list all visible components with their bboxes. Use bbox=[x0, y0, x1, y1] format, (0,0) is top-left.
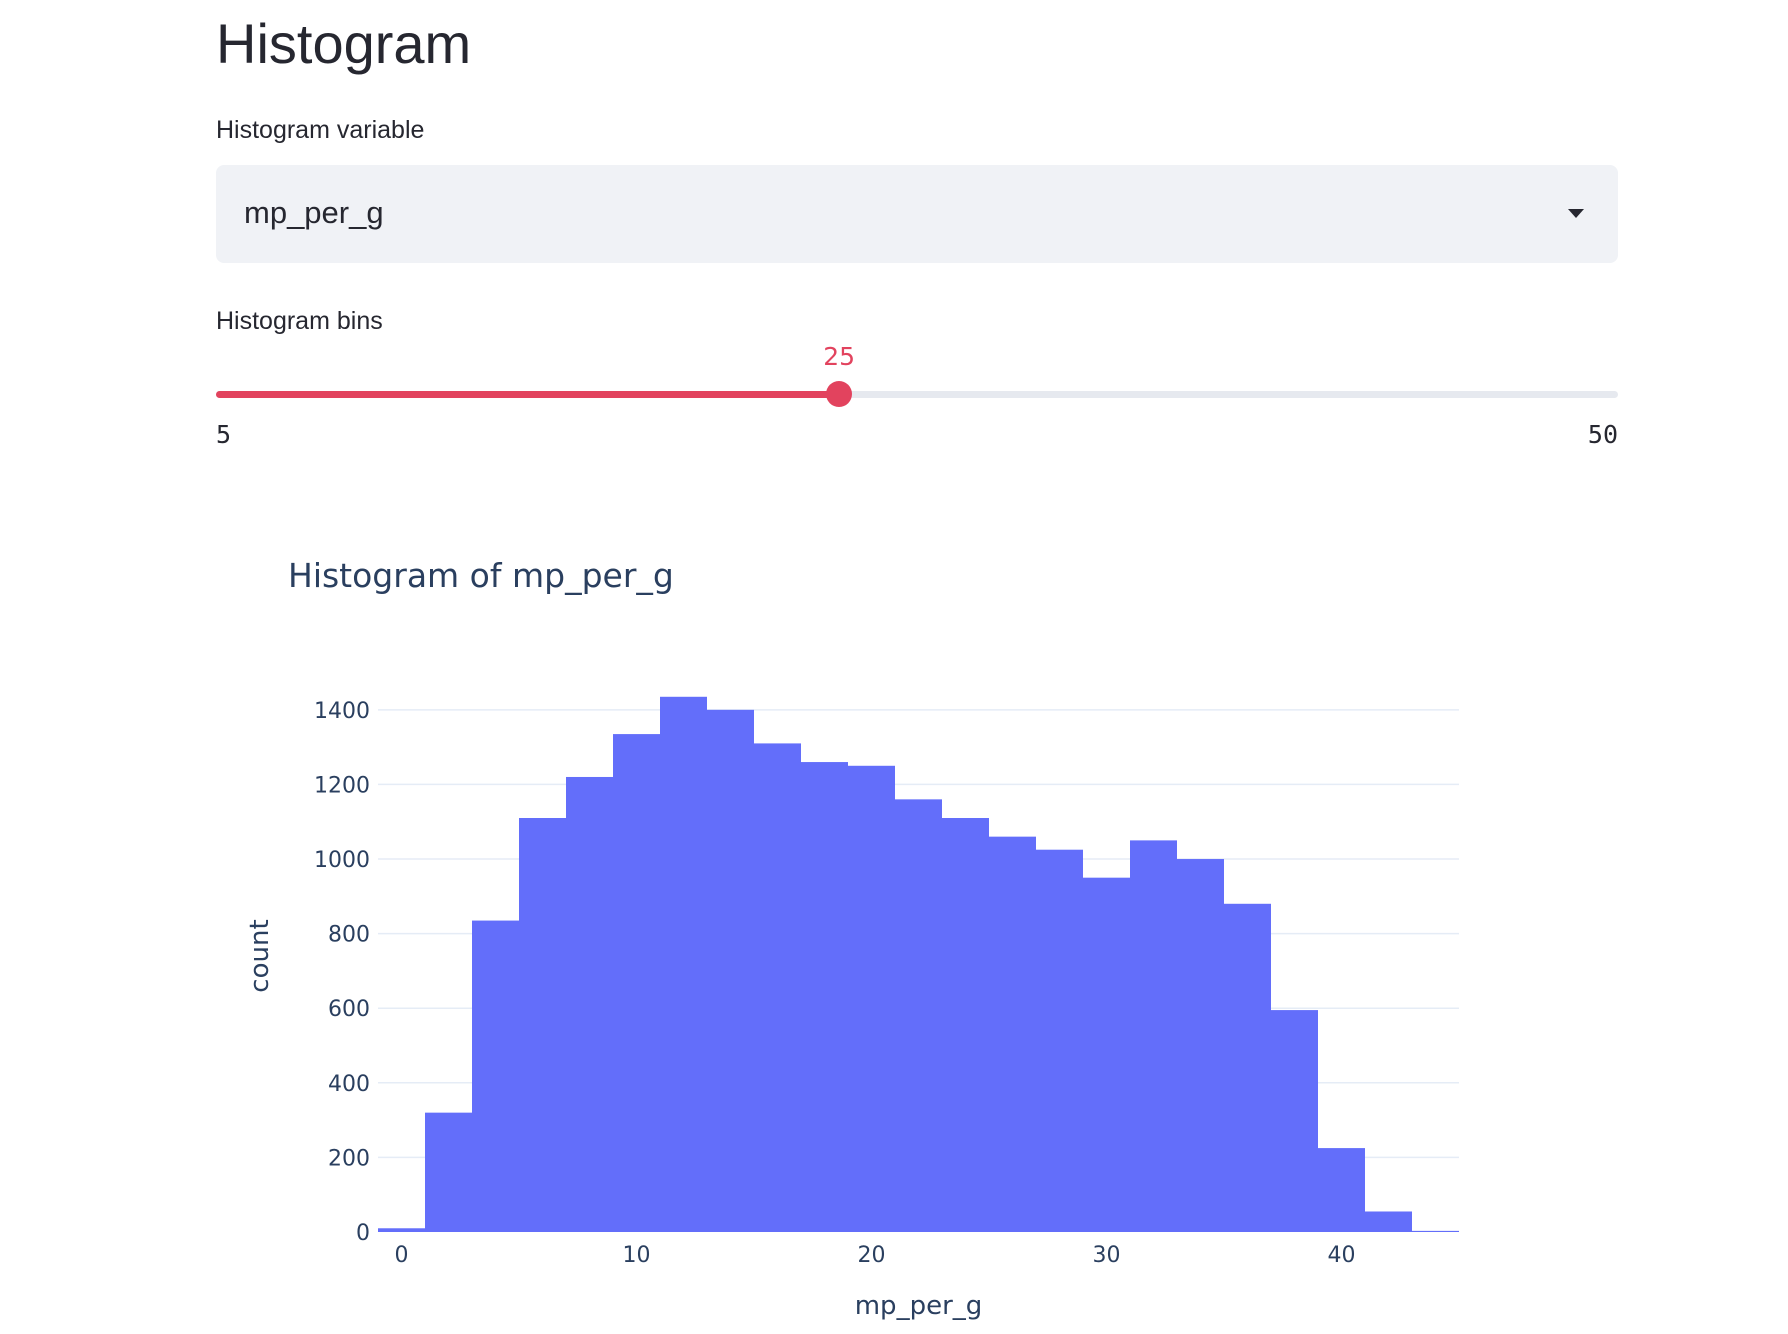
y-tick-label: 1400 bbox=[314, 699, 370, 724]
bins-slider-label: Histogram bins bbox=[216, 307, 383, 335]
histogram-bar bbox=[942, 818, 989, 1232]
histogram-bar bbox=[378, 1228, 425, 1232]
bins-slider-min: 5 bbox=[216, 420, 232, 449]
histogram-bar bbox=[1177, 859, 1224, 1232]
y-tick-label: 600 bbox=[328, 997, 370, 1022]
x-tick-label: 40 bbox=[1328, 1243, 1356, 1268]
bins-slider-track[interactable] bbox=[216, 391, 1618, 398]
histogram-bar bbox=[613, 734, 660, 1232]
variable-select-value: mp_per_g bbox=[244, 195, 384, 230]
bins-slider-thumb[interactable] bbox=[826, 381, 853, 407]
y-tick-label: 1200 bbox=[314, 773, 370, 798]
x-axis-label: mp_per_g bbox=[855, 1291, 983, 1321]
histogram-bar bbox=[425, 1112, 472, 1232]
histogram-bar bbox=[472, 920, 519, 1232]
histogram-bar bbox=[848, 765, 895, 1232]
y-tick-label: 400 bbox=[328, 1072, 370, 1097]
y-tick-label: 200 bbox=[328, 1146, 370, 1171]
histogram-chart: 0 200 400 600 800 1000 1200 1400 0 10 20 30 40 mp_per… bbox=[216, 540, 1618, 1334]
histogram-bar bbox=[1365, 1211, 1412, 1232]
chevron-down-icon[interactable] bbox=[1568, 209, 1584, 218]
x-tick-label: 30 bbox=[1093, 1243, 1121, 1268]
histogram-bar bbox=[519, 818, 566, 1232]
histogram-bar bbox=[707, 709, 754, 1232]
x-tick-label: 0 bbox=[395, 1243, 409, 1268]
page-title: Histogram bbox=[216, 12, 472, 75]
bins-slider[interactable]: 25 5 50 bbox=[216, 342, 1618, 456]
histogram-bar bbox=[989, 836, 1036, 1232]
histogram-bar bbox=[895, 799, 942, 1232]
y-tick-label: 0 bbox=[356, 1221, 370, 1246]
x-tick-label: 20 bbox=[858, 1243, 886, 1268]
y-tick-label: 1000 bbox=[314, 848, 370, 873]
variable-select[interactable]: mp_per_g bbox=[216, 165, 1618, 263]
variable-select-label: Histogram variable bbox=[216, 116, 425, 144]
histogram-bar bbox=[660, 696, 707, 1232]
y-tick-label: 800 bbox=[328, 923, 370, 948]
histogram-bar bbox=[801, 762, 848, 1232]
histogram-bar bbox=[1318, 1148, 1365, 1232]
histogram-bar bbox=[1412, 1230, 1459, 1232]
histogram-bar bbox=[1130, 840, 1177, 1232]
histogram-svg: 0 200 400 600 800 1000 1200 1400 0 10 20 30 40 mp_per… bbox=[245, 696, 1459, 1321]
histogram-bar bbox=[566, 776, 613, 1232]
bins-slider-fill bbox=[216, 391, 840, 398]
x-tick-label: 10 bbox=[623, 1243, 651, 1268]
chart-title: Histogram of mp_per_g bbox=[288, 556, 674, 595]
histogram-bar bbox=[1036, 849, 1083, 1232]
histogram-bar bbox=[1224, 903, 1271, 1232]
histogram-bar bbox=[1271, 1010, 1318, 1232]
histogram-bar bbox=[1083, 877, 1130, 1232]
histogram-bar bbox=[754, 743, 801, 1232]
bins-slider-max: 50 bbox=[1587, 420, 1618, 449]
bins-slider-current-value: 25 bbox=[823, 342, 856, 371]
y-axis-label: count bbox=[245, 919, 275, 992]
